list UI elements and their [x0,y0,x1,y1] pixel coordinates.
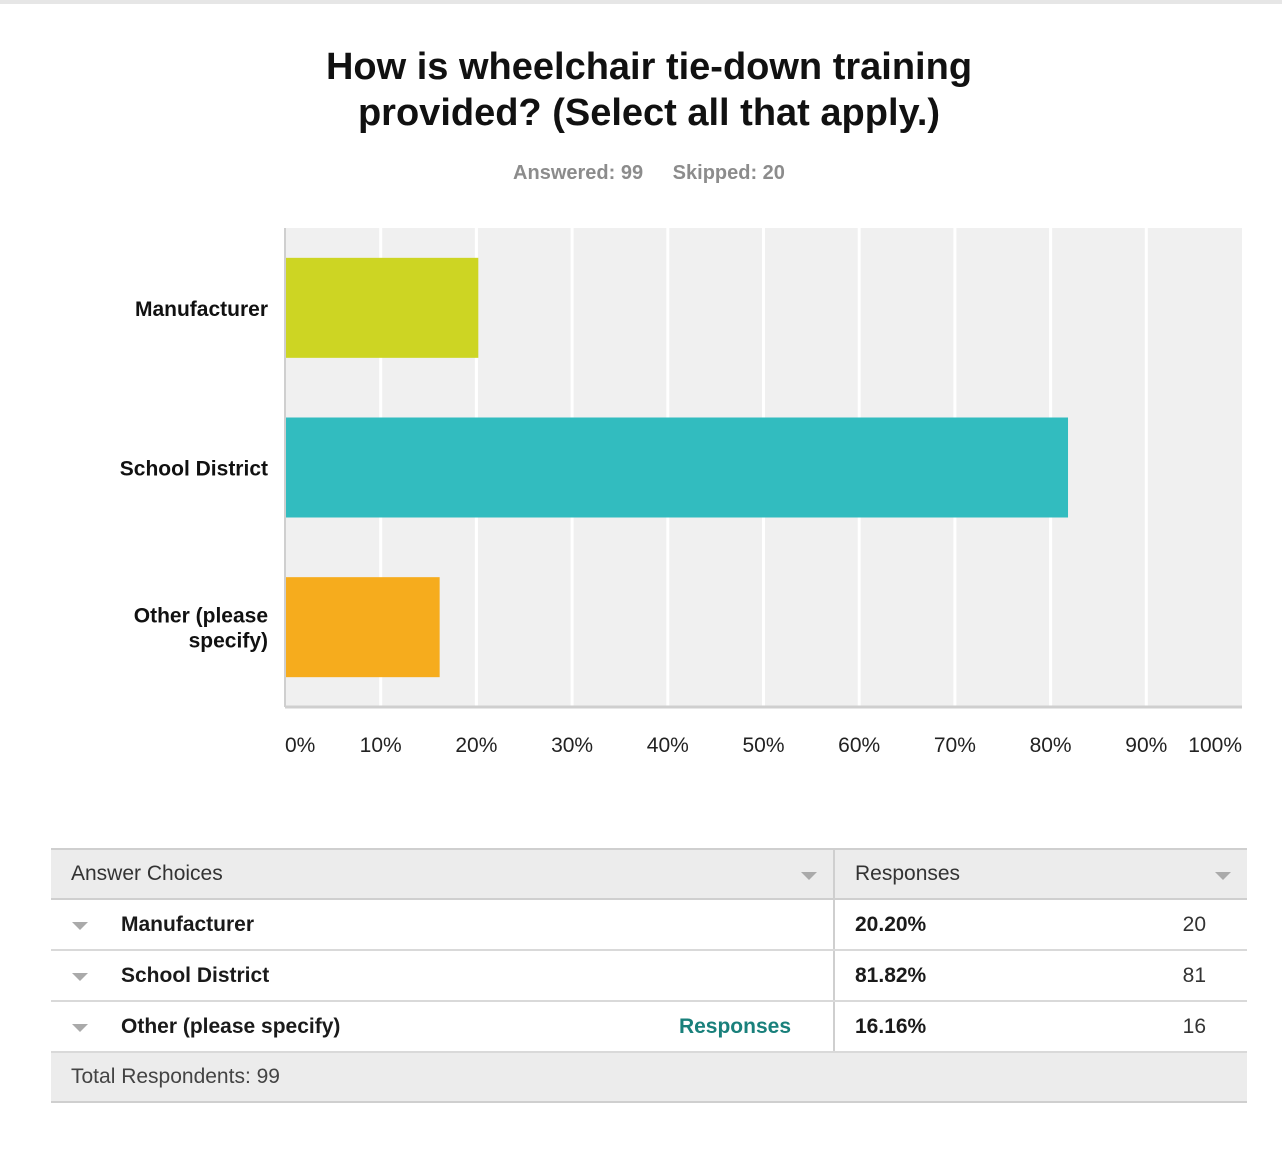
x-tick-label: 80% [1030,734,1072,757]
choice-cell: Other (please specify) Responses [51,1001,835,1053]
table-row: Manufacturer 20.20% 20 [51,899,1247,951]
x-tick-label: 90% [1125,734,1167,757]
table-row: School District 81.82% 81 [51,950,1247,1002]
answer-choices-header[interactable]: Answer Choices [51,848,835,900]
choice-label: Manufacturer [121,912,255,936]
expand-row-caret-icon[interactable] [72,922,88,930]
bar [286,417,1069,518]
response-percent: 20.20% [855,912,927,936]
results-table: Answer Choices Responses Manufacturer 20… [51,848,1247,1103]
sort-choices-caret-icon[interactable] [801,872,817,880]
x-tick-label: 40% [647,734,689,757]
answered-count: Answered: 99 [513,162,644,184]
response-cell: 20.20% 20 [834,899,1247,951]
sort-responses-caret-icon[interactable] [1215,872,1231,880]
choice-label: School District [121,963,270,987]
bar-chart: 0% 10% 20% 30% 40% 50% 60% 70% 80% 90% 100% Manufac… [120,228,1242,757]
x-tick-label: 60% [838,734,880,757]
x-tick-label: 70% [934,734,976,757]
chart-title: How is wheelchair tie-down training prov… [0,44,1282,136]
title-line-1: How is wheelchair tie-down training [325,46,973,88]
response-stats: Answered: 99 Skipped: 20 [0,162,1282,185]
table-header-row: Answer Choices Responses [51,848,1247,900]
x-tick-label: 30% [551,734,593,757]
response-cell: 16.16% 16 [834,1001,1247,1053]
table-footer-row: Total Respondents: 99 [51,1052,1247,1103]
responses-header-label: Responses [855,862,961,885]
response-percent: 81.82% [855,963,927,987]
category-label: Other (please [134,605,268,628]
response-percent: 16.16% [855,1014,927,1038]
x-tick-label: 100% [1188,734,1242,757]
bar [286,577,440,678]
total-respondents: Total Respondents: 99 [71,1065,280,1088]
bar [286,257,479,358]
x-tick-label: 20% [455,734,497,757]
category-label: Manufacturer [135,298,268,321]
table-row: Other (please specify) Responses 16.16% … [51,1001,1247,1053]
top-divider [0,0,1282,4]
answer-choices-header-label: Answer Choices [71,862,223,885]
responses-header[interactable]: Responses [834,848,1247,900]
title-line-2: provided? (Select all that apply.) [357,92,941,134]
expand-row-caret-icon[interactable] [72,973,88,981]
choice-cell: School District [51,950,835,1002]
choice-cell: Manufacturer [51,899,835,951]
choice-label: Other (please specify) [121,1014,341,1038]
category-label: specify) [189,630,268,653]
x-tick-label: 10% [360,734,402,757]
x-tick-label: 0% [285,734,315,757]
response-cell: 81.82% 81 [834,950,1247,1002]
x-tick-label: 50% [742,734,784,757]
total-respondents-cell: Total Respondents: 99 [51,1052,1247,1103]
expand-row-caret-icon[interactable] [72,1024,88,1032]
response-count: 81 [1182,964,1206,987]
other-responses-link[interactable]: Responses [678,1015,791,1038]
skipped-count: Skipped: 20 [672,162,785,184]
category-label: School District [120,458,268,481]
response-count: 20 [1182,913,1206,936]
response-count: 16 [1182,1015,1206,1038]
